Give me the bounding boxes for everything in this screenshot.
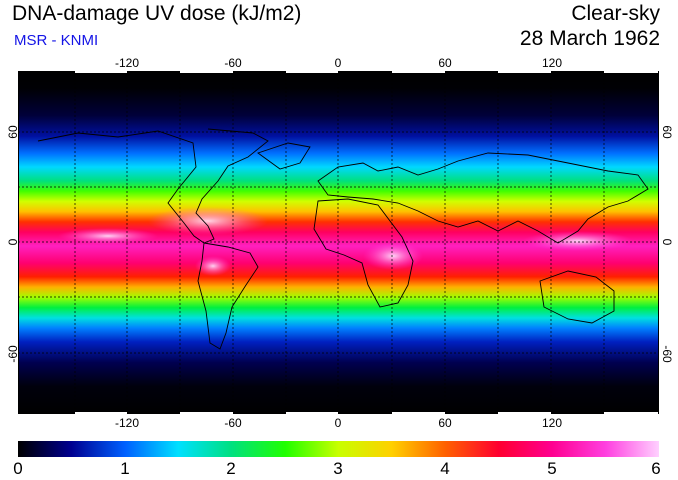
map-source: MSR - KNMI — [14, 32, 99, 49]
uv-hotspot — [523, 231, 633, 251]
uv-hotspot — [195, 256, 231, 276]
lon-tick-top-w120: -120 — [114, 56, 140, 70]
uv-dose-map — [18, 71, 659, 414]
colorbar-label-3: 3 — [333, 459, 343, 478]
lon-tick-top-w60: -60 — [224, 56, 242, 70]
lon-tick-bottom-w120: -120 — [114, 416, 140, 430]
lon-tick-top-e60: 60 — [438, 56, 452, 70]
lon-tick-bottom-w60: -60 — [224, 416, 242, 430]
colorbar-label-4: 4 — [440, 459, 450, 478]
colorbar — [18, 441, 659, 457]
coastline-eurasia — [317, 152, 649, 244]
coastline-africa — [313, 198, 414, 308]
lat-tick-right-60s: -60 — [660, 345, 674, 363]
lon-tick-bottom-0: 0 — [334, 416, 342, 430]
colorbar-label-1: 1 — [120, 459, 130, 478]
map-date: 28 March 1962 — [519, 27, 660, 50]
sky-condition: Clear-sky — [571, 2, 660, 25]
map-title: DNA-damage UV dose (kJ/m2) — [12, 2, 302, 25]
lon-tick-bottom-e120: 120 — [541, 416, 563, 430]
colorbar-label-6: 6 — [651, 459, 661, 478]
lon-tick-top-0: 0 — [334, 56, 342, 70]
lon-tick-top-e120: 120 — [541, 56, 563, 70]
lon-tick-bottom-e60: 60 — [438, 416, 452, 430]
uv-hotspot — [363, 242, 423, 270]
colorbar-label-5: 5 — [547, 459, 557, 478]
coastline-greenland — [257, 142, 311, 170]
uv-hotspot — [148, 207, 268, 235]
coastline-south-america — [197, 242, 259, 350]
colorbar-label-0: 0 — [13, 459, 23, 478]
uv-hotspot — [58, 228, 158, 244]
lat-tick-right-0: 0 — [660, 238, 674, 246]
coastlines — [37, 128, 649, 350]
lat-tick-right-60n: 60 — [660, 125, 674, 139]
map-frame — [18, 71, 659, 414]
frame-ticks — [75, 71, 658, 414]
graticule — [18, 71, 659, 414]
colorbar-label-2: 2 — [226, 459, 236, 478]
coastline-australia — [539, 270, 615, 324]
